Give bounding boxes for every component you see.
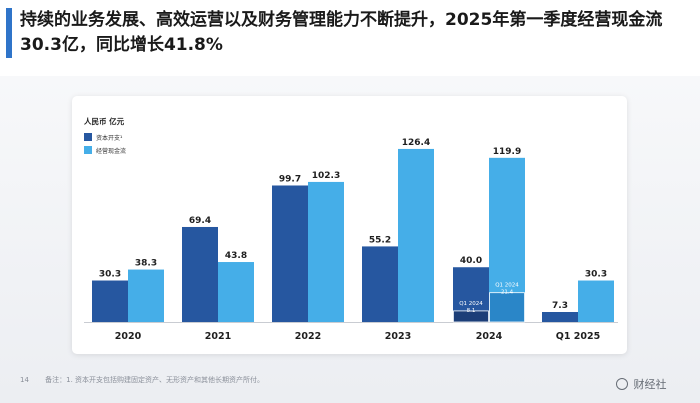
data-label-2020-series1: 30.3 [99,270,121,280]
x-tick-2023: 2023 [385,331,411,342]
bar-2021-series1 [182,226,218,322]
x-tick-2022: 2022 [295,331,321,342]
footnote: 14 备注：1. 资本开支包括购建固定资产、无形资产和其他长期资产所付。 [20,375,264,385]
data-label-2023-series1: 55.2 [369,235,391,245]
q1-2024-label-2: Q1 2024 [495,283,519,289]
bar-2020-series1 [92,280,128,322]
x-tick-2020: 2020 [115,331,142,342]
legend-label-2: 经营现金流 [96,147,126,155]
x-tick-q1-2025: Q1 2025 [556,331,600,342]
q1-2024-overlay-2 [489,292,525,323]
data-label-2020-series2: 38.3 [135,259,157,269]
q1-2024-value-1: 8.1 [467,308,476,314]
data-label-q1-2025-series1: 7.3 [552,301,568,311]
chart-card [72,96,627,354]
page-title: 持续的业务发展、高效运营以及财务管理能力不断提升，2025年第一季度经营现金流3… [20,10,663,55]
watermark: 财经社 [616,376,667,392]
bar-2020-series2 [128,269,164,322]
bar-q1-2025-series1 [542,312,578,322]
data-label-2024-series2: 119.9 [493,147,521,157]
x-tick-2021: 2021 [205,331,231,342]
data-label-2022-series1: 99.7 [279,174,301,184]
weibo-logo-icon [616,378,628,390]
data-label-2021-series1: 69.4 [189,216,211,226]
q1-2024-value-2: 21.4 [501,290,514,296]
footnote-text: 备注：1. 资本开支包括购建固定资产、无形资产和其他长期资产所付。 [45,376,265,384]
q1-2024-overlay-1 [453,310,489,323]
legend-label-1: 资本开支¹ [96,134,123,142]
data-label-2021-series2: 43.8 [225,251,247,261]
bar-2023-series1 [362,246,398,322]
x-tick-2024: 2024 [476,331,503,342]
data-label-2024-series1: 40.0 [460,256,482,266]
bar-2021-series2 [218,262,254,322]
bar-2022-series1 [272,185,308,322]
data-label-2023-series2: 126.4 [402,138,430,148]
watermark-text: 财经社 [633,378,667,391]
page-number: 14 [20,376,29,384]
data-label-q1-2025-series2: 30.3 [585,270,607,280]
legend-swatch-2 [84,146,92,154]
bar-2022-series2 [308,181,344,322]
bar-q1-2025-series2 [578,280,614,322]
data-label-2022-series2: 102.3 [312,171,340,181]
y-unit-label: 人民币 亿元 [84,116,125,126]
q1-2024-label-1: Q1 2024 [459,301,483,307]
bar-2023-series2 [398,148,434,322]
legend-swatch-1 [84,133,92,141]
title-accent-bar [6,8,12,58]
